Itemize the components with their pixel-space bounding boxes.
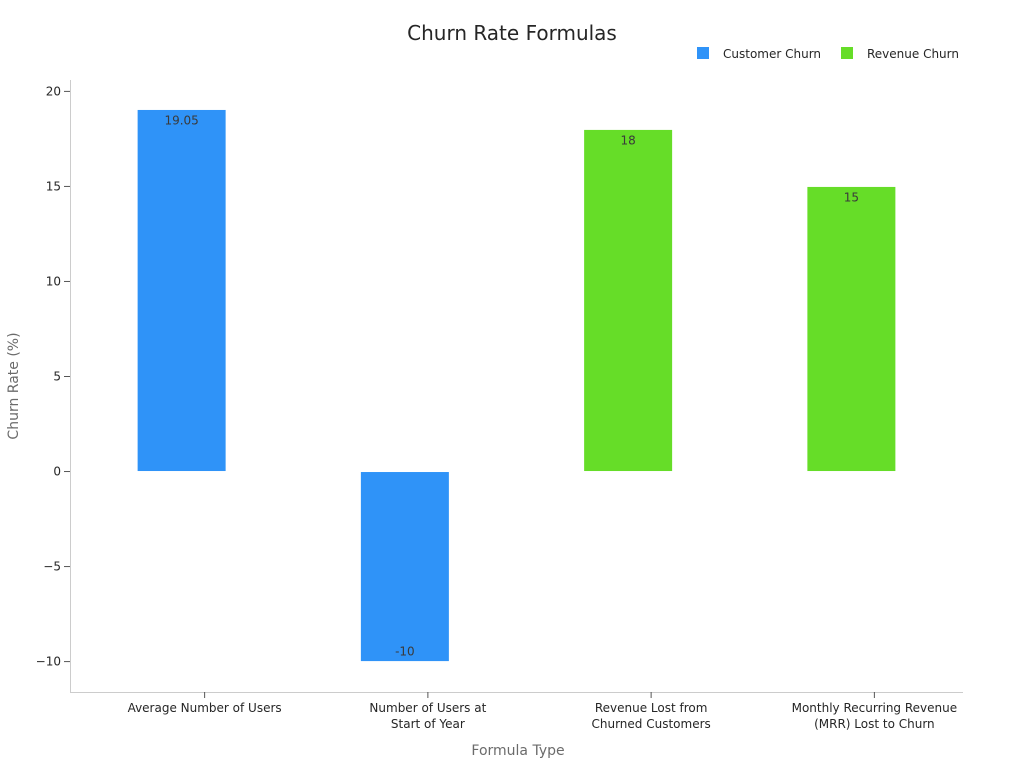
x-axis-ticks: Average Number of Users Number of Users a… [128, 692, 958, 731]
y-tick-label: 5 [53, 369, 61, 383]
bar-value-label: 18 [620, 133, 635, 147]
bar-value-label: 15 [844, 190, 859, 204]
bar-value-label: 19.05 [164, 113, 198, 127]
x-tick-label: Number of Users at [369, 701, 486, 715]
y-tick-label: −10 [36, 655, 61, 669]
x-tick-label: Average Number of Users [128, 701, 282, 715]
bar [136, 108, 227, 473]
x-tick-label: (MRR) Lost to Churn [814, 717, 935, 731]
y-axis-title: Churn Rate (%) [6, 332, 22, 439]
y-tick-label: 15 [46, 179, 61, 193]
y-tick-label: 10 [46, 274, 61, 288]
bar [583, 128, 674, 473]
bar [359, 471, 450, 663]
y-tick-label: −5 [43, 560, 61, 574]
legend-label-customer-churn: Customer Churn [723, 47, 821, 61]
legend-label-revenue-churn: Revenue Churn [867, 47, 959, 61]
bar-value-label: -10 [395, 645, 415, 659]
bar [806, 185, 897, 473]
x-tick-label: Revenue Lost from [595, 701, 708, 715]
bars: 19.05 -10 18 15 [136, 108, 897, 663]
y-tick-label: 20 [46, 84, 61, 98]
x-tick-label: Start of Year [391, 717, 465, 731]
legend: Customer Churn Revenue Churn [697, 47, 959, 61]
legend-swatch-customer-churn [697, 47, 709, 59]
chart-title: Churn Rate Formulas [407, 21, 617, 45]
y-tick-label: 0 [53, 465, 61, 479]
x-tick-label: Churned Customers [591, 717, 710, 731]
legend-swatch-revenue-churn [841, 47, 853, 59]
x-tick-label: Monthly Recurring Revenue [792, 701, 958, 715]
x-axis-title: Formula Type [471, 743, 564, 759]
y-axis-ticks: −10 −5 0 5 10 15 20 [36, 84, 70, 669]
